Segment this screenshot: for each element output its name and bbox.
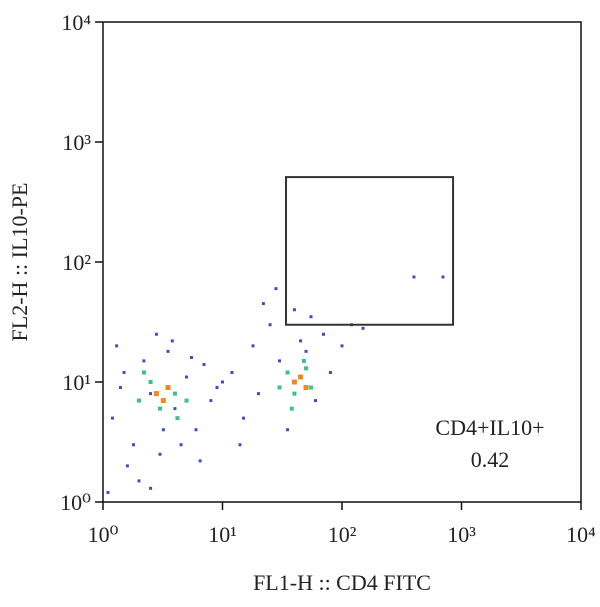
point [321,332,325,336]
point [172,391,177,396]
point [118,385,122,389]
gate [285,176,455,326]
x-tick-label: 10¹ [208,522,237,547]
x-tick-label: 10⁰ [88,522,119,547]
point [184,398,189,403]
point [340,344,344,348]
point [165,384,171,390]
point [209,399,213,403]
point [238,443,242,447]
point [361,326,365,330]
point [115,344,119,348]
point [189,356,193,360]
point [256,392,260,396]
point [286,428,290,432]
point [292,391,297,396]
point [291,379,297,385]
point [251,344,255,348]
point [289,406,294,411]
point [153,391,159,397]
point [221,380,224,384]
point [299,339,303,343]
gate-value: 0.42 [471,447,510,472]
y-tick-label: 10³ [62,130,91,155]
point [308,385,313,390]
point [198,459,202,463]
point [137,479,141,483]
x-tick-label: 10⁴ [566,522,596,547]
point [278,359,282,363]
point [136,398,141,403]
point [161,428,165,432]
point [122,370,126,374]
y-tick-label: 10¹ [62,370,91,395]
point [175,416,180,421]
point [215,385,219,389]
point [303,384,309,390]
point [292,308,296,312]
point [173,407,177,411]
point [141,370,146,375]
point [170,339,174,343]
point [202,362,206,366]
point [148,380,153,384]
point [309,315,313,319]
y-tick-label: 10⁰ [60,490,91,515]
point [285,370,290,375]
point [166,349,170,353]
point [277,385,282,390]
point [142,359,146,363]
point [179,443,183,447]
point [125,464,129,468]
point [110,416,114,420]
point [194,428,198,432]
point [160,398,166,404]
point [304,366,309,371]
point [185,375,189,379]
y-tick-label: 10⁴ [61,10,91,35]
point [149,486,153,490]
x-tick-label: 10³ [447,522,476,547]
point [106,490,110,494]
x-axis-label: FL1-H :: CD4 FITC [253,570,431,595]
point [149,392,153,396]
point [304,349,308,353]
point [274,287,278,291]
point [268,323,272,327]
point [154,332,158,336]
point [301,358,306,363]
x-tick-label: 10² [328,522,357,547]
point [242,416,246,420]
point [313,399,317,403]
point [441,275,445,279]
point [158,406,163,411]
point [298,374,304,380]
point [412,275,416,279]
point [261,302,265,306]
y-axis-label: FL2-H :: IL10-PE [7,183,32,342]
point [132,443,136,447]
point [328,370,332,374]
point [158,452,162,456]
gate-label: CD4+IL10+ [435,415,544,440]
point [230,370,234,374]
y-tick-label: 10² [62,250,91,275]
